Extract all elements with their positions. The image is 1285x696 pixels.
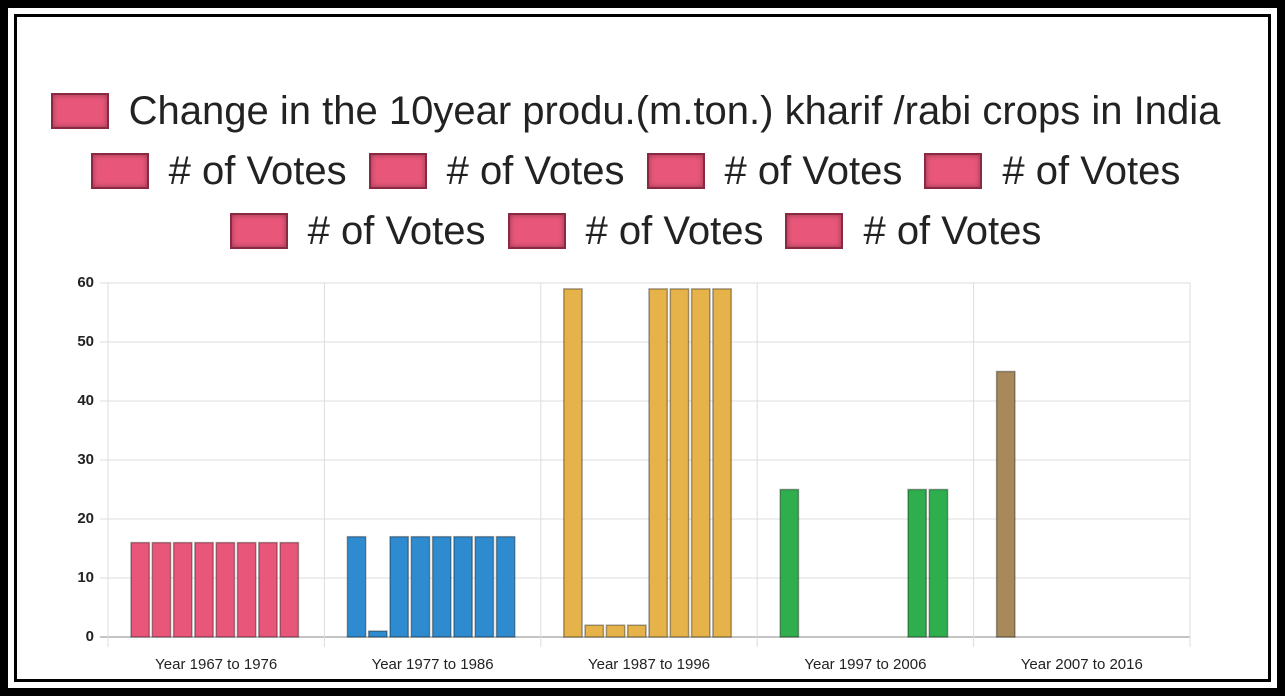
legend-swatch — [646, 153, 705, 189]
legend-item[interactable]: # of Votes — [785, 209, 1041, 253]
bar — [172, 541, 193, 638]
legend-swatch — [785, 213, 844, 249]
legend-swatch — [229, 213, 288, 249]
bar — [346, 535, 367, 638]
legend-label: # of Votes — [724, 148, 903, 193]
legend-label: Change in the 10year produ.(m.ton.) khar… — [128, 88, 1221, 133]
bar — [215, 541, 236, 638]
legend-swatch — [368, 153, 427, 189]
legend-item[interactable]: # of Votes — [90, 149, 347, 193]
y-tick-label: 60 — [77, 274, 94, 291]
bar — [130, 541, 151, 638]
legend-label: # of Votes — [168, 148, 347, 193]
legend-label: # of Votes — [307, 208, 486, 253]
legend-item[interactable]: Change in the 10year produ.(m.ton.) khar… — [50, 89, 1220, 133]
x-tick-label: Year 1967 to 1976 — [155, 656, 277, 673]
legend-item[interactable]: # of Votes — [229, 209, 486, 253]
bar — [367, 630, 388, 638]
bar — [236, 541, 257, 638]
bar — [907, 488, 928, 638]
y-tick-label: 20 — [77, 510, 94, 527]
bar — [779, 488, 800, 638]
y-tick-label: 0 — [86, 628, 94, 645]
bar — [563, 288, 583, 638]
y-tick-label: 30 — [77, 451, 94, 468]
bar — [928, 488, 949, 638]
legend-item[interactable]: # of Votes — [924, 149, 1180, 193]
bar — [605, 624, 626, 638]
legend-swatch — [50, 93, 109, 129]
bar — [453, 535, 473, 638]
legend-item[interactable]: # of Votes — [507, 209, 763, 253]
x-tick-label: Year 1997 to 2006 — [804, 656, 926, 673]
bar — [626, 624, 647, 638]
bar — [584, 624, 605, 638]
legend-swatch — [507, 213, 566, 249]
legend-swatch — [924, 153, 983, 189]
inner-frame — [14, 14, 1271, 682]
legend-item[interactable]: # of Votes — [368, 149, 625, 193]
legend-label: # of Votes — [446, 148, 625, 193]
bar — [474, 535, 495, 638]
x-tick-label: Year 2007 to 2016 — [1021, 656, 1143, 673]
legend-label: # of Votes — [1002, 148, 1181, 193]
bar — [258, 541, 278, 638]
y-tick-label: 10 — [77, 569, 94, 586]
y-tick-label: 40 — [77, 392, 94, 409]
bar — [431, 535, 452, 638]
bar — [712, 288, 732, 638]
legend-label: # of Votes — [863, 208, 1042, 253]
bar — [279, 541, 300, 638]
bar — [690, 288, 711, 638]
bar — [495, 535, 516, 638]
bar — [669, 288, 690, 638]
bar — [389, 535, 410, 638]
y-tick-label: 50 — [77, 333, 94, 350]
legend: Change in the 10year produ.(m.ton.) khar… — [18, 89, 1253, 253]
bar — [194, 541, 214, 638]
bar — [995, 370, 1016, 638]
x-tick-label: Year 1977 to 1986 — [372, 656, 494, 673]
legend-label: # of Votes — [585, 208, 764, 253]
bar — [410, 535, 431, 638]
x-tick-label: Year 1987 to 1996 — [588, 656, 710, 673]
bar — [151, 541, 172, 638]
legend-item[interactable]: # of Votes — [646, 149, 902, 193]
bar — [648, 288, 669, 638]
legend-swatch — [90, 153, 149, 189]
